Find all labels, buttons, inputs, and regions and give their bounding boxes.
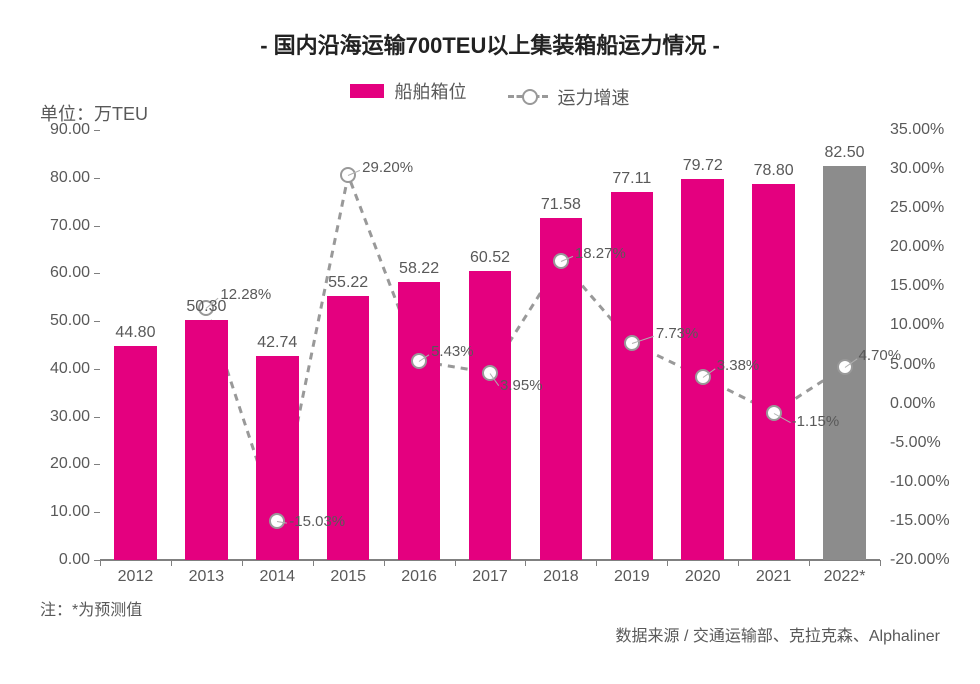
y-left-tick: 30.00 (40, 408, 90, 426)
x-tick-label: 2016 (384, 568, 455, 586)
y-right-tick: 20.00% (890, 238, 944, 256)
bar-value-label: 58.22 (399, 260, 439, 278)
bar (540, 218, 583, 560)
bar-value-label: 60.52 (470, 249, 510, 267)
data-source: 数据来源 / 交通运输部、克拉克森、Alphaliner (616, 622, 941, 646)
y-right-tick: 10.00% (890, 316, 944, 334)
growth-value-label: 29.20% (362, 159, 413, 176)
growth-value-label: -1.15% (792, 413, 840, 430)
y-right-tick: 35.00% (890, 121, 944, 139)
chart-container: - 国内沿海运输700TEU以上集装箱船运力情况 - 船舶箱位 运力增速 单位：… (0, 0, 980, 684)
y-left-tick: 10.00 (40, 503, 90, 521)
growth-value-label: 3.95% (500, 377, 543, 394)
x-axis (100, 560, 880, 561)
y-right-tick: 0.00% (890, 395, 935, 413)
legend-line-swatch (508, 95, 548, 98)
growth-value-label: 7.73% (656, 325, 699, 342)
growth-line (206, 175, 844, 521)
x-tick-label: 2022* (809, 568, 880, 586)
plot-area (100, 130, 880, 560)
legend-bar-item: 船舶箱位 (350, 78, 466, 104)
y-left-tick: 70.00 (40, 217, 90, 235)
legend-line-item: 运力增速 (508, 84, 630, 110)
bar-value-label: 77.11 (612, 170, 651, 188)
y-right-tick: 15.00% (890, 277, 944, 295)
bar-value-label: 78.80 (754, 162, 794, 180)
bar (114, 346, 157, 560)
bar-value-label: 42.74 (257, 334, 297, 352)
x-tick-label: 2021 (738, 568, 809, 586)
growth-value-label: 12.28% (220, 286, 271, 303)
bar (185, 320, 228, 560)
legend-bar-swatch (350, 84, 384, 98)
growth-value-label: 4.70% (859, 347, 902, 364)
bar-value-label: 55.22 (328, 274, 368, 292)
x-tick-label: 2017 (455, 568, 526, 586)
bar (398, 282, 441, 560)
x-tick-label: 2012 (100, 568, 171, 586)
bar-value-label: 79.72 (683, 157, 723, 175)
bar-value-label: 71.58 (541, 196, 581, 214)
growth-value-label: 18.27% (575, 245, 626, 262)
footnote: 注：*为预测值 (40, 596, 142, 620)
x-tick-label: 2013 (171, 568, 242, 586)
growth-value-label: 5.43% (431, 343, 474, 360)
legend-line-label: 运力增速 (558, 84, 630, 110)
chart-title: - 国内沿海运输700TEU以上集装箱船运力情况 - (0, 28, 980, 60)
bar-value-label: 82.50 (825, 144, 865, 162)
x-tick-label: 2018 (525, 568, 596, 586)
y-right-tick: -20.00% (890, 551, 950, 569)
y-left-tick: 40.00 (40, 360, 90, 378)
y-left-tick: 50.00 (40, 312, 90, 330)
x-tick-label: 2015 (313, 568, 384, 586)
bar (469, 271, 512, 560)
x-tick-label: 2014 (242, 568, 313, 586)
y-left-tick: 90.00 (40, 121, 90, 139)
y-right-tick: -5.00% (890, 434, 941, 452)
y-right-tick: 30.00% (890, 160, 944, 178)
legend-bar-label: 船舶箱位 (394, 78, 466, 104)
y-left-tick: 0.00 (40, 551, 90, 569)
x-tick-label: 2019 (596, 568, 667, 586)
x-tick-label: 2020 (667, 568, 738, 586)
y-right-tick: -10.00% (890, 473, 950, 491)
y-right-tick: -15.00% (890, 512, 950, 530)
bar-value-label: 44.80 (115, 324, 155, 342)
growth-value-label: -15.03% (289, 513, 345, 530)
y-left-tick: 80.00 (40, 169, 90, 187)
y-left-tick: 60.00 (40, 264, 90, 282)
y-left-tick: 20.00 (40, 455, 90, 473)
y-right-tick: 25.00% (890, 199, 944, 217)
growth-value-label: 3.38% (717, 357, 760, 374)
